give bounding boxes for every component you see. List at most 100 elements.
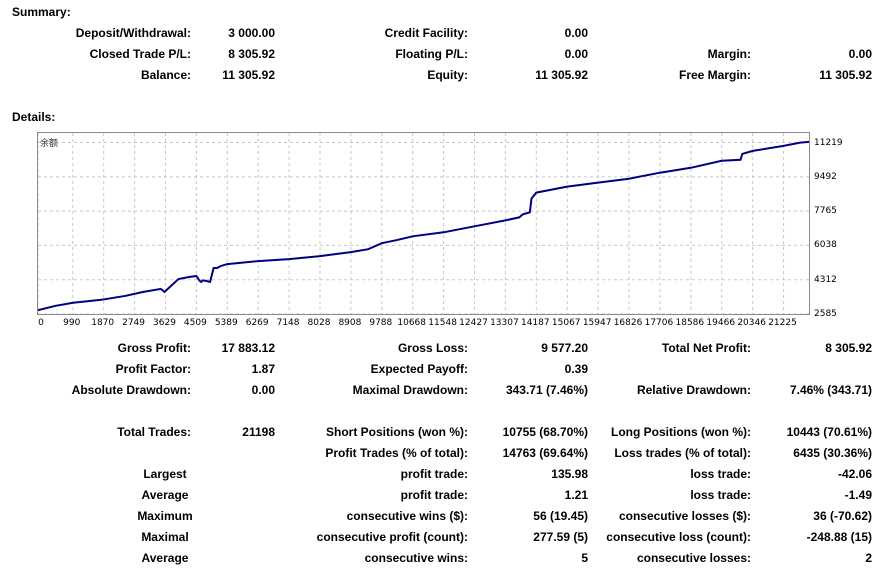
total-trades-label: Total Trades:: [117, 425, 191, 439]
stat-row-heading: Average: [141, 551, 189, 565]
relative-drawdown-label: Relative Drawdown:: [636, 383, 751, 397]
x-tick-label: 11548: [428, 318, 457, 328]
x-tick-label: 4509: [183, 318, 207, 328]
stat-row-loss-value: -248.88 (15): [806, 530, 872, 544]
equity-value: 11 305.92: [535, 68, 588, 82]
gross-loss-label: Gross Loss:: [397, 341, 468, 355]
maximal-drawdown-value: 343.71 (7.46%): [505, 383, 588, 397]
stat-row-loss-label: loss trade:: [690, 467, 751, 481]
x-tick-label: 9788: [369, 318, 393, 328]
total-net-profit-label: Total Net Profit:: [661, 341, 751, 355]
expected-payoff-value: 0.39: [564, 362, 588, 376]
deposit-label: Deposit/Withdrawal:: [75, 26, 191, 40]
total-net-profit-value: 8 305.92: [825, 341, 872, 355]
chart-title: 余额: [40, 139, 59, 149]
expected-payoff-label: Expected Payoff:: [370, 362, 468, 376]
short-positions-label: Short Positions (won %):: [326, 425, 468, 439]
balance-chart-svg: [38, 133, 809, 314]
y-tick-label: 7765: [814, 206, 837, 217]
stat-row-profit-label: consecutive wins ($):: [346, 509, 468, 523]
stat-row-profit-value: 277.59 (5): [533, 530, 588, 544]
x-tick-label: 12427: [459, 318, 488, 328]
x-tick-label: 17706: [644, 318, 674, 328]
profit-trades-value: 14763 (69.64%): [502, 446, 588, 460]
y-tick-label: 11219: [814, 137, 843, 148]
summary-heading: Summary:: [12, 5, 71, 19]
x-tick-label: 18586: [675, 318, 705, 328]
free-margin-value: 11 305.92: [819, 68, 872, 82]
profit-trades-label: Profit Trades (% of total):: [325, 446, 468, 460]
stat-row-profit-label: consecutive profit (count):: [316, 530, 468, 544]
relative-drawdown-value: 7.46% (343.71): [789, 383, 872, 397]
y-tick-label: 6038: [814, 240, 837, 251]
floating-pl-label: Floating P/L:: [395, 47, 468, 61]
balance-value: 11 305.92: [222, 68, 275, 82]
x-tick-label: 13307: [490, 318, 519, 328]
x-tick-label: 0: [38, 318, 44, 328]
x-tick-label: 2749: [122, 318, 145, 328]
absolute-drawdown-value: 0.00: [251, 383, 275, 397]
y-tick-label: 4312: [814, 274, 837, 285]
free-margin-label: Free Margin:: [678, 68, 751, 82]
x-tick-label: 7148: [276, 318, 300, 328]
y-tick-label: 9492: [814, 171, 837, 182]
short-positions-value: 10755 (68.70%): [502, 425, 588, 439]
stat-row-profit-value: 1.21: [564, 488, 588, 502]
x-tick-label: 16826: [613, 318, 643, 328]
closed-trade-pl-value: 8 305.92: [228, 47, 275, 61]
stat-row-heading: Largest: [143, 467, 187, 481]
x-tick-label: 19466: [706, 318, 736, 328]
margin-value: 0.00: [848, 47, 872, 61]
gross-loss-value: 9 577.20: [541, 341, 588, 355]
x-tick-label: 8028: [307, 318, 331, 328]
absolute-drawdown-label: Absolute Drawdown:: [71, 383, 191, 397]
profit-factor-value: 1.87: [251, 362, 275, 376]
stat-row-loss-value: -42.06: [837, 467, 872, 481]
x-tick-label: 15947: [582, 318, 612, 328]
x-tick-label: 5389: [214, 318, 238, 328]
stat-row-loss-label: consecutive loss (count):: [606, 530, 751, 544]
x-tick-label: 6269: [245, 318, 269, 328]
stat-row-profit-value: 135.98: [551, 467, 588, 481]
x-tick-label: 990: [63, 318, 81, 328]
maximal-drawdown-label: Maximal Drawdown:: [352, 383, 468, 397]
details-heading: Details:: [12, 110, 56, 124]
credit-facility-value: 0.00: [564, 26, 588, 40]
equity-label: Equity:: [427, 68, 468, 82]
stat-row-loss-label: loss trade:: [690, 488, 751, 502]
long-positions-label: Long Positions (won %):: [611, 425, 751, 439]
total-trades-value: 21198: [242, 425, 275, 439]
profit-factor-label: Profit Factor:: [115, 362, 191, 376]
long-positions-value: 10443 (70.61%): [786, 425, 872, 439]
loss-trades-label: Loss trades (% of total):: [614, 446, 751, 460]
stat-row-heading: Average: [141, 488, 189, 502]
x-tick-label: 1870: [91, 318, 115, 328]
deposit-value: 3 000.00: [228, 26, 275, 40]
stat-row-loss-value: 2: [865, 551, 872, 565]
x-tick-label: 3629: [153, 318, 176, 328]
gross-profit-value: 17 883.12: [221, 341, 275, 355]
balance-series-line: [38, 140, 809, 312]
x-tick-label: 8908: [338, 318, 362, 328]
y-tick-label: 2585: [814, 309, 837, 319]
stat-row-loss-value: -1.49: [844, 488, 872, 502]
stat-row-profit-label: consecutive wins:: [364, 551, 468, 565]
loss-trades-value: 6435 (30.36%): [793, 446, 872, 460]
balance-label: Balance:: [140, 68, 191, 82]
stat-row-loss-value: 36 (-70.62): [813, 509, 872, 523]
credit-facility-label: Credit Facility:: [384, 26, 468, 40]
stat-row-loss-label: consecutive losses ($):: [618, 509, 751, 523]
stat-row-profit-value: 5: [581, 551, 588, 565]
stat-row-profit-value: 56 (19.45): [533, 509, 588, 523]
balance-chart: [37, 132, 810, 315]
x-tick-label: 10668: [397, 318, 427, 328]
floating-pl-value: 0.00: [564, 47, 588, 61]
x-tick-label: 15067: [551, 318, 581, 328]
margin-label: Margin:: [707, 47, 751, 61]
stat-row-heading: Maximal: [141, 530, 189, 544]
gross-profit-label: Gross Profit:: [117, 341, 191, 355]
stat-row-loss-label: consecutive losses:: [636, 551, 751, 565]
closed-trade-pl-label: Closed Trade P/L:: [89, 47, 191, 61]
x-tick-label: 21225: [768, 318, 797, 328]
stat-row-profit-label: profit trade:: [400, 467, 468, 481]
